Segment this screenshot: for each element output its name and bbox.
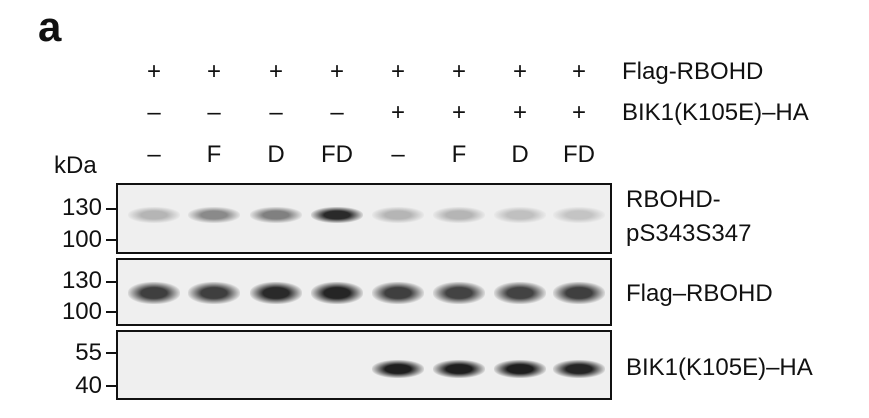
blot-2-band-lane-6: [433, 282, 485, 304]
flag-rbohd-mark-1: +: [146, 58, 161, 85]
blot-2-band-lane-7: [494, 282, 546, 304]
treatment-label-4: FD: [321, 141, 353, 168]
bik1-row-label: BIK1(K105E)–HA: [622, 99, 809, 126]
blot-3-tick-lower: [106, 385, 116, 387]
blot-1-band-lane-1: [128, 207, 180, 223]
treatment-label-1: –: [147, 141, 161, 168]
flag-rbohd-mark-7: +: [512, 58, 527, 85]
blot-1-band-lane-7: [494, 207, 546, 223]
blot-2-band-lane-2: [188, 282, 240, 304]
blot-1-tick-upper: [106, 208, 116, 210]
blot-3-mw-upper: 55: [75, 339, 102, 366]
blot-2-band-lane-8: [553, 282, 605, 304]
blot-1-band-lane-5: [372, 207, 424, 223]
blot-2-membrane: [116, 258, 612, 326]
blot-3-tick-upper: [106, 352, 116, 354]
blot-1-tick-lower: [106, 239, 116, 241]
blot-3-mw-lower: 40: [75, 372, 102, 399]
blot-1-band-lane-3: [250, 207, 302, 223]
treatment-label-8: FD: [563, 141, 595, 168]
blot-2-label: Flag–RBOHD: [626, 280, 773, 307]
blot-1-band-lane-4: [311, 207, 363, 223]
flag-rbohd-mark-2: +: [206, 58, 221, 85]
blot-2-band-lane-1: [128, 282, 180, 304]
blot-3-band-lane-5: [372, 360, 424, 378]
flag-rbohd-row-label: Flag-RBOHD: [622, 58, 764, 85]
flag-rbohd-mark-8: +: [571, 58, 586, 85]
blot-1-label-line2: pS343S347: [626, 220, 752, 247]
treatment-label-2: F: [206, 141, 222, 168]
blot-1-band-lane-8: [553, 207, 605, 223]
flag-rbohd-mark-5: +: [390, 58, 405, 85]
blot-1-mw-upper: 130: [61, 194, 102, 221]
blot-1-band-lane-2: [188, 207, 240, 223]
bik1-mark-4: –: [330, 99, 344, 126]
blot-3-membrane: [116, 330, 612, 400]
panel-letter: a: [38, 3, 62, 50]
blot-2-band-lane-5: [372, 282, 424, 304]
treatment-label-7: D: [511, 141, 529, 168]
blot-3-band-lane-6: [433, 360, 485, 378]
blot-3-band-lane-8: [553, 360, 605, 378]
blot-1-membrane: [116, 183, 612, 254]
blot-2-band-lane-3: [250, 282, 302, 304]
flag-rbohd-mark-4: +: [329, 58, 344, 85]
bik1-mark-2: –: [207, 99, 221, 126]
blot-2-tick-lower: [106, 311, 116, 313]
treatment-label-5: –: [391, 141, 405, 168]
blot-2-tick-upper: [106, 281, 116, 283]
bik1-mark-8: +: [571, 99, 586, 126]
blot-1-label-line1: RBOHD-: [626, 186, 721, 213]
blot-3-band-lane-7: [494, 360, 546, 378]
bik1-mark-7: +: [512, 99, 527, 126]
blot-1-band-lane-6: [433, 207, 485, 223]
treatment-label-3: D: [267, 141, 285, 168]
blot-2-mw-lower: 100: [61, 298, 102, 325]
blot-1-mw-lower: 100: [61, 226, 102, 253]
kda-label: kDa: [54, 152, 97, 179]
bik1-mark-5: +: [390, 99, 405, 126]
flag-rbohd-mark-3: +: [268, 58, 283, 85]
blot-2-mw-upper: 130: [61, 267, 102, 294]
bik1-mark-3: –: [269, 99, 283, 126]
blot-3-label: BIK1(K105E)–HA: [626, 354, 813, 381]
bik1-mark-6: +: [451, 99, 466, 126]
blot-2-band-lane-4: [311, 282, 363, 304]
flag-rbohd-mark-6: +: [451, 58, 466, 85]
treatment-label-6: F: [451, 141, 467, 168]
bik1-mark-1: –: [147, 99, 161, 126]
